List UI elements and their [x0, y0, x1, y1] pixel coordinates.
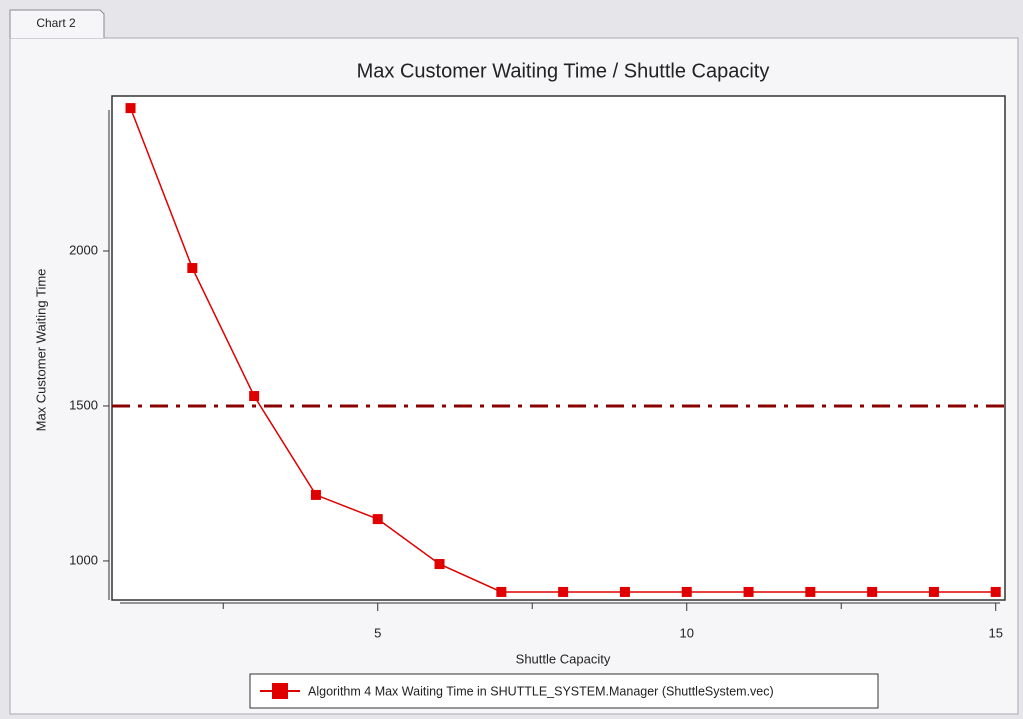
- marker: [867, 586, 878, 597]
- marker: [805, 586, 816, 597]
- plot-area: [111, 95, 1006, 601]
- x-tick-label: 15: [988, 625, 1002, 640]
- marker: [496, 586, 507, 597]
- tab-label[interactable]: Chart 2: [36, 16, 76, 30]
- tab[interactable]: [9, 9, 105, 38]
- marker: [310, 489, 321, 500]
- marker: [558, 586, 569, 597]
- marker: [125, 103, 136, 114]
- marker: [928, 586, 939, 597]
- x-tick-label: 10: [679, 625, 693, 640]
- legend: [249, 673, 879, 709]
- marker: [681, 586, 692, 597]
- marker: [619, 586, 630, 597]
- marker: [990, 586, 1001, 597]
- marker: [187, 263, 198, 274]
- chart-title: Max Customer Waiting Time / Shuttle Capa…: [357, 60, 770, 82]
- marker: [434, 559, 445, 570]
- y-tick-label: 1000: [69, 552, 98, 567]
- marker: [743, 586, 754, 597]
- y-tick-label: 1500: [69, 397, 98, 412]
- x-tick-label: 5: [374, 625, 381, 640]
- y-axis-label: Max Customer Waiting Time: [33, 269, 48, 432]
- marker: [372, 514, 383, 525]
- legend-label: Algorithm 4 Max Waiting Time in SHUTTLE_…: [308, 684, 774, 698]
- legend-marker: [272, 683, 288, 699]
- x-axis-label: Shuttle Capacity: [516, 651, 611, 666]
- y-tick-label: 2000: [69, 242, 98, 257]
- marker: [249, 391, 260, 402]
